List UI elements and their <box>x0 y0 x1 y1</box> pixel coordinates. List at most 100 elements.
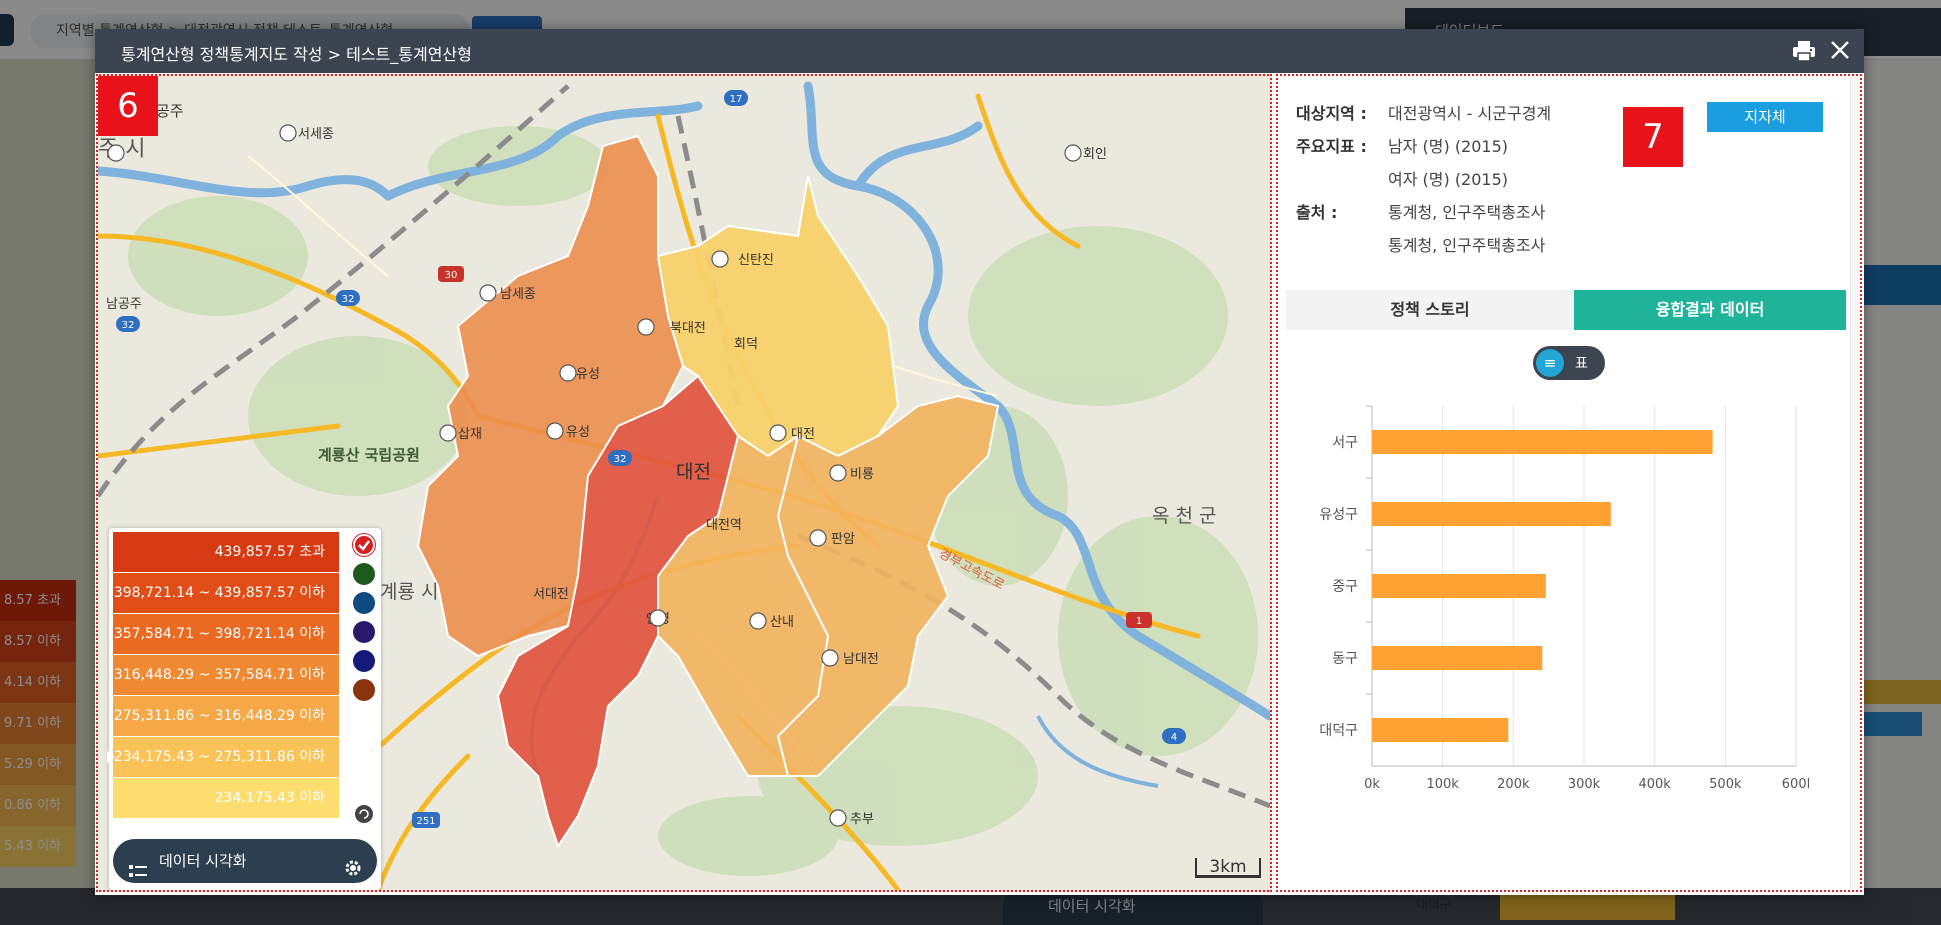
y-tick-label: 서구 <box>1332 435 1358 451</box>
map-label: 판암 <box>831 532 855 547</box>
legend-row[interactable]: 316,448.29 ~ 357,584.71 이하 <box>113 655 339 695</box>
bar-대덕구 <box>1372 718 1509 742</box>
background-legend-row: 8.57 초과 <box>0 580 76 621</box>
print-icon[interactable] <box>1792 40 1816 62</box>
map-label: 추부 <box>850 812 874 827</box>
data-visualization-button[interactable]: 데이터 시각화 <box>113 839 377 883</box>
source-1: 통계청, 인구주택총조사 <box>1388 203 1546 222</box>
map-label: 옥 천 군 <box>1152 505 1217 527</box>
chart-table-toggle[interactable]: ≡ 표 <box>1533 346 1605 380</box>
legend-panel: 439,857.57 초과 398,721.14 ~ 439,857.57 이하 3… <box>107 528 381 890</box>
background-legend: 8.57 초과 8.57 이하 4.14 이하 9.71 이하 5.29 이하 … <box>0 580 76 870</box>
map-label: 공주 <box>156 102 184 120</box>
target-region-value: 대전광역시 - 시군구경계 <box>1388 104 1552 123</box>
background-legend-row: 9.71 이하 <box>0 703 76 744</box>
map-label: 대전 <box>676 461 711 483</box>
map-label: 계룡 시 <box>380 581 438 603</box>
legend-row[interactable]: 357,584.71 ~ 398,721.14 이하 <box>113 614 339 654</box>
palette-swatch[interactable] <box>353 621 375 643</box>
area-badge-6: 6 <box>98 76 158 136</box>
y-tick-label: 대덕구 <box>1319 723 1358 739</box>
background-legend-row: 5.43 이하 <box>0 826 76 867</box>
route-label: 32 <box>342 294 355 305</box>
route-label: 251 <box>416 816 435 827</box>
target-region-key: 대상지역 : <box>1296 104 1367 123</box>
map-label: 회인 <box>1083 147 1107 162</box>
indicator-2: 여자 (명) (2015) <box>1388 170 1509 189</box>
bar-동구 <box>1372 646 1543 670</box>
x-tick-label: 400k <box>1638 777 1671 792</box>
background-legend-row: 4.14 이하 <box>0 662 76 703</box>
map-label: 회덕 <box>734 337 758 352</box>
map-label: 유성 <box>576 367 600 382</box>
x-tick-label: 300k <box>1568 777 1601 792</box>
policy-map-modal: 통계연산형 정책통계지도 작성 > 테스트_통계연산형 <box>95 29 1864 895</box>
list-icon <box>129 853 147 877</box>
palette-swatch[interactable] <box>353 592 375 614</box>
map-label: 신탄진 <box>738 253 774 268</box>
x-tick-label: 200k <box>1497 777 1530 792</box>
selected-palette-check-icon[interactable] <box>353 534 375 556</box>
palette-swatch[interactable] <box>353 563 375 585</box>
map-label: 남공주 <box>106 297 142 312</box>
x-tick-label: 0k <box>1364 777 1380 792</box>
data-visualization-label: 데이터 시각화 <box>159 852 247 870</box>
route-label: 30 <box>445 270 458 281</box>
map-label: 유성 <box>566 425 590 440</box>
local-government-button[interactable]: 지자체 <box>1707 102 1823 132</box>
x-tick-label: 600l <box>1782 777 1810 792</box>
indicators-key: 주요지표 : <box>1296 137 1367 156</box>
route-label: 32 <box>122 320 135 331</box>
map-label: 계룡산 국립공원 <box>318 446 420 464</box>
tab-policy-story[interactable]: 정책 스토리 <box>1286 290 1574 330</box>
y-tick-label: 유성구 <box>1319 507 1358 523</box>
modal-title: 통계연산형 정책통계지도 작성 > 테스트_통계연산형 <box>121 45 472 64</box>
legend-row[interactable]: 398,721.14 ~ 439,857.57 이하 <box>113 573 339 613</box>
map-label: 산내 <box>770 615 794 630</box>
map-label: 남세종 <box>500 287 536 302</box>
background-legend-row: 8.57 이하 <box>0 621 76 662</box>
route-label: 4 <box>1171 732 1177 743</box>
palette-swatch[interactable] <box>353 650 375 672</box>
reset-icon[interactable] <box>355 805 373 823</box>
close-icon[interactable] <box>1828 38 1852 62</box>
map-scale: 3km <box>1195 858 1261 878</box>
map-label: 북대전 <box>670 321 706 336</box>
y-tick-label: 동구 <box>1332 651 1358 667</box>
route-label: 32 <box>614 454 627 465</box>
map-label: 대전 <box>791 427 815 442</box>
location-pin-icon[interactable] <box>0 14 14 46</box>
map-label: 비룡 <box>850 467 874 482</box>
bar-중구 <box>1372 574 1546 598</box>
district-seo[interactable] <box>496 374 740 849</box>
tab-result-data[interactable]: 융합결과 데이터 <box>1574 290 1846 330</box>
scrollbar[interactable] <box>1850 76 1860 890</box>
map-area[interactable]: 공주 주 시 서세종 남공주 남세종 신탄진 회인 북대전 회덕 유성 유성 대… <box>96 74 1272 892</box>
modal-header: 통계연산형 정책통계지도 작성 > 테스트_통계연산형 <box>95 29 1864 73</box>
legend-row[interactable]: 439,857.57 초과 <box>113 532 339 572</box>
y-tick-label: 중구 <box>1332 579 1358 595</box>
gear-icon[interactable] <box>343 851 363 876</box>
background-bar <box>1862 680 1941 704</box>
background-bar <box>1862 712 1922 736</box>
info-panel: 대상지역 : 대전광역시 - 시군구경계 주요지표 : 남자 (명) (2015… <box>1276 74 1862 892</box>
map-label: 남대전 <box>843 652 879 667</box>
legend-row[interactable]: 234,175.43 이하 <box>113 778 339 818</box>
source-2: 통계청, 인구주택총조사 <box>1388 236 1546 255</box>
legend-row[interactable]: 234,175.43 ~ 275,311.86 이하 <box>113 737 339 777</box>
toggle-table-label: 표 <box>1575 356 1588 372</box>
chart-list-icon: ≡ <box>1536 349 1564 377</box>
legend-row[interactable]: 275,311.86 ~ 316,448.29 이하 <box>113 696 339 736</box>
source-key: 출처 : <box>1296 203 1338 222</box>
x-tick-label: 100k <box>1426 777 1459 792</box>
area-badge-7: 7 <box>1623 107 1683 167</box>
palette-swatch[interactable] <box>353 679 375 701</box>
map-label: 대전역 <box>706 518 742 533</box>
map-label: 서대전 <box>533 587 569 602</box>
map-label: 삽재 <box>458 427 482 442</box>
background-bottom-label: 대덕구 <box>1416 898 1452 913</box>
route-label: 1 <box>1136 616 1142 627</box>
legend-selected-marker <box>107 751 115 763</box>
bar-유성구 <box>1372 502 1611 526</box>
